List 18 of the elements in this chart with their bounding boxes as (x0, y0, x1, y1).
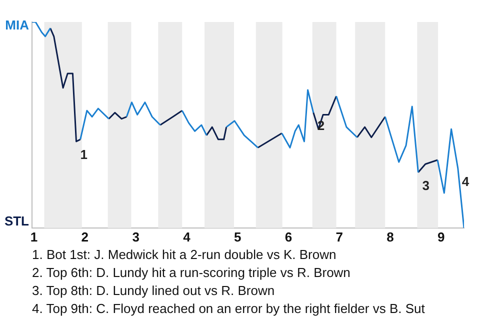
x-tick-label: 6 (284, 229, 292, 244)
x-tick-label: 9 (437, 229, 445, 244)
x-tick-label: 7 (336, 229, 343, 244)
annotation: 1 (80, 147, 88, 162)
text: STL (4, 214, 30, 229)
annotation: 3 (422, 178, 430, 193)
x-tick-label: 4 (183, 229, 192, 244)
x-tick-label: 3 (132, 229, 140, 244)
text: 4. Top 9th: C. Floyd reached on an error by the right fielder vs B. Sut (32, 300, 425, 318)
annotation: 4 (462, 174, 470, 189)
text: 1. Bot 1st: J. Medwick hit a 2-run double vs K. Brown (32, 246, 338, 264)
x-tick-label: 1 (30, 229, 38, 244)
text: 2. Top 6th: D. Lundy hit a run-scoring triple vs R. Brown (32, 264, 352, 282)
x-tick-label: 8 (386, 229, 394, 244)
x-tick-label: 5 (234, 229, 242, 244)
x-tick-label: 2 (81, 229, 89, 244)
text: 3. Top 8th: D. Lundy lined out vs R. Brown (32, 282, 276, 300)
text: MIA (5, 18, 30, 33)
